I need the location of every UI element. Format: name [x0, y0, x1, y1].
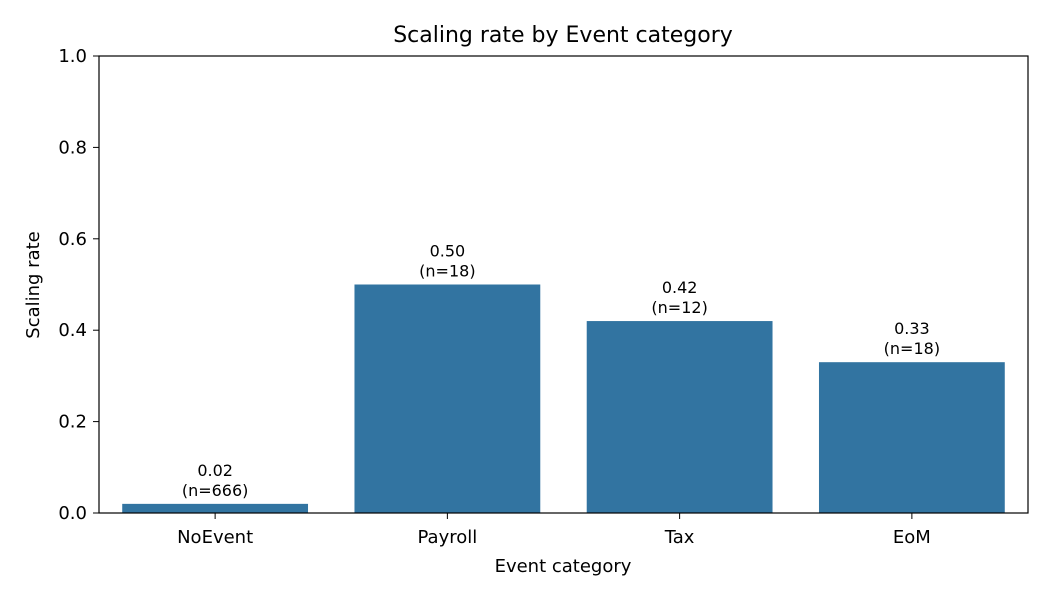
data-labels: 0.02(n=666)0.50(n=18)0.42(n=12)0.33(n=18…: [182, 242, 940, 500]
value-label-noevent: 0.02: [197, 461, 233, 480]
x-tick-label-eom: EoM: [893, 527, 931, 548]
bar-payroll: [354, 284, 541, 513]
count-label-noevent: (n=666): [182, 481, 249, 500]
count-label-payroll: (n=18): [419, 262, 475, 281]
count-label-tax: (n=12): [651, 298, 707, 317]
y-tick-label: 0.0: [58, 503, 87, 524]
y-axis-label: Scaling rate: [23, 231, 44, 338]
bars-group: [122, 284, 1005, 513]
y-tick-label: 0.2: [58, 412, 87, 433]
value-label-eom: 0.33: [894, 319, 930, 338]
bar-noevent: [122, 503, 309, 513]
x-axis-ticks: NoEvent Payroll Tax EoM: [177, 513, 931, 548]
y-tick-label: 0.8: [58, 137, 87, 158]
x-tick-label-payroll: Payroll: [418, 527, 478, 548]
x-tick-label-noevent: NoEvent: [177, 527, 253, 548]
x-axis-label: Event category: [495, 556, 632, 577]
bar-tax: [586, 321, 773, 513]
bar-eom: [818, 362, 1005, 513]
y-axis-ticks: 0.0 0.2 0.4 0.6 0.8 1.0: [58, 46, 99, 524]
y-tick-label: 0.4: [58, 320, 87, 341]
value-label-tax: 0.42: [662, 278, 698, 297]
plot-frame: [98, 55, 1029, 514]
y-tick-label: 1.0: [58, 46, 87, 67]
value-label-payroll: 0.50: [430, 242, 466, 261]
x-tick-label-tax: Tax: [664, 527, 695, 548]
y-tick-label: 0.6: [58, 229, 87, 250]
count-label-eom: (n=18): [884, 339, 940, 358]
chart-title: Scaling rate by Event category: [393, 23, 733, 48]
